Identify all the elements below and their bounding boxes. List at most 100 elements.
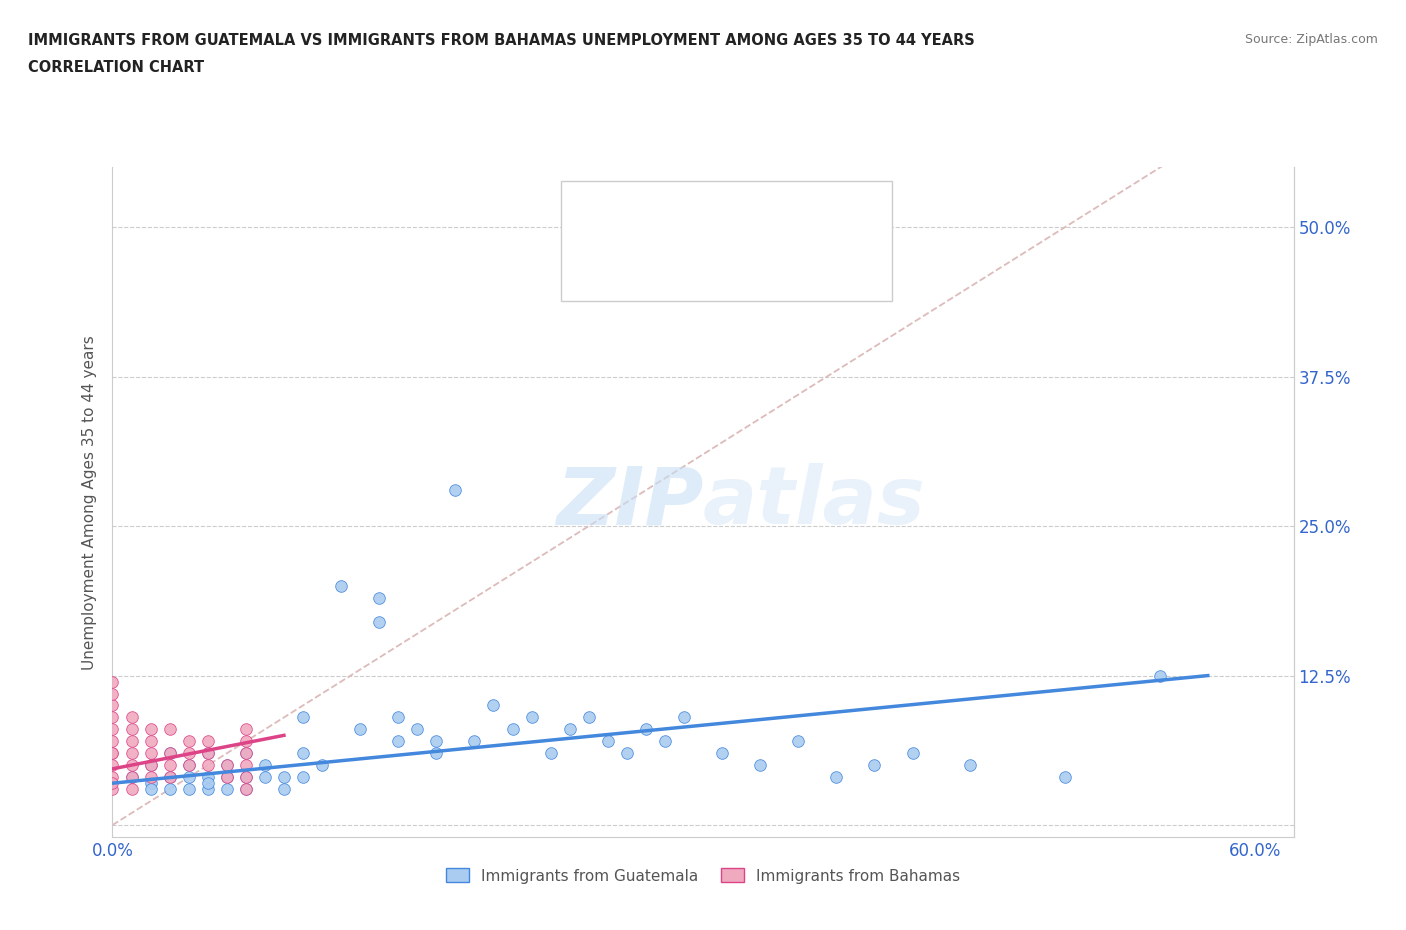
Text: ZIP: ZIP	[555, 463, 703, 541]
Point	[672, 710, 695, 724]
Point	[253, 770, 276, 785]
Point	[101, 770, 124, 785]
Point	[121, 746, 143, 761]
Point	[520, 710, 543, 724]
Point	[159, 746, 181, 761]
Point	[311, 758, 333, 773]
Point	[101, 698, 124, 713]
Point	[235, 782, 257, 797]
Point	[139, 770, 162, 785]
Text: atlas: atlas	[703, 463, 925, 541]
Point	[177, 782, 200, 797]
Point	[425, 734, 447, 749]
Point	[235, 758, 257, 773]
Point	[177, 770, 200, 785]
Point	[235, 734, 257, 749]
Point	[1149, 668, 1171, 683]
Point	[406, 722, 429, 737]
Point	[177, 758, 200, 773]
Point	[139, 746, 162, 761]
Point	[139, 722, 162, 737]
Point	[177, 734, 200, 749]
Point	[387, 734, 409, 749]
Point	[291, 710, 314, 724]
Point	[215, 770, 238, 785]
Point	[197, 758, 219, 773]
Point	[197, 770, 219, 785]
Point	[235, 722, 257, 737]
Point	[121, 734, 143, 749]
Point	[139, 758, 162, 773]
Point	[1053, 770, 1076, 785]
Point	[121, 722, 143, 737]
Point	[121, 758, 143, 773]
Point	[387, 710, 409, 724]
Point	[616, 746, 638, 761]
Point	[578, 710, 600, 724]
Point	[253, 758, 276, 773]
Point	[101, 746, 124, 761]
Point	[101, 674, 124, 689]
Point	[159, 782, 181, 797]
Point	[330, 578, 353, 593]
Point	[349, 722, 371, 737]
Point	[121, 710, 143, 724]
Point	[101, 746, 124, 761]
Point	[235, 746, 257, 761]
Point	[711, 746, 734, 761]
Point	[482, 698, 505, 713]
Point	[197, 746, 219, 761]
Point	[159, 746, 181, 761]
Point	[177, 758, 200, 773]
Point	[444, 483, 467, 498]
Point	[502, 722, 524, 737]
Point	[101, 710, 124, 724]
Text: CORRELATION CHART: CORRELATION CHART	[28, 60, 204, 75]
Point	[825, 770, 848, 785]
Point	[197, 776, 219, 790]
Point	[197, 734, 219, 749]
Point	[121, 770, 143, 785]
Point	[291, 770, 314, 785]
Point	[101, 758, 124, 773]
Point	[159, 770, 181, 785]
Point	[368, 591, 391, 605]
Point	[101, 686, 124, 701]
Point	[749, 758, 772, 773]
Text: Source: ZipAtlas.com: Source: ZipAtlas.com	[1244, 33, 1378, 46]
Point	[634, 722, 657, 737]
Point	[863, 758, 886, 773]
Point	[159, 722, 181, 737]
Point	[139, 758, 162, 773]
Point	[425, 746, 447, 761]
Point	[197, 782, 219, 797]
Legend: Immigrants from Guatemala, Immigrants from Bahamas: Immigrants from Guatemala, Immigrants fr…	[440, 862, 966, 890]
Point	[215, 758, 238, 773]
Point	[235, 782, 257, 797]
Point	[121, 782, 143, 797]
Point	[101, 722, 124, 737]
Point	[139, 776, 162, 790]
Point	[558, 722, 581, 737]
Point	[177, 746, 200, 761]
Point	[596, 734, 619, 749]
Point	[540, 746, 562, 761]
Point	[235, 770, 257, 785]
Point	[101, 782, 124, 797]
Point	[959, 758, 981, 773]
Point	[901, 746, 924, 761]
Point	[463, 734, 485, 749]
Point	[159, 770, 181, 785]
Point	[215, 770, 238, 785]
Point	[215, 758, 238, 773]
Point	[787, 734, 810, 749]
Text: IMMIGRANTS FROM GUATEMALA VS IMMIGRANTS FROM BAHAMAS UNEMPLOYMENT AMONG AGES 35 : IMMIGRANTS FROM GUATEMALA VS IMMIGRANTS …	[28, 33, 974, 47]
Point	[235, 770, 257, 785]
Point	[139, 782, 162, 797]
Point	[368, 615, 391, 630]
Point	[139, 734, 162, 749]
Point	[121, 770, 143, 785]
Y-axis label: Unemployment Among Ages 35 to 44 years: Unemployment Among Ages 35 to 44 years	[82, 335, 97, 670]
Point	[197, 746, 219, 761]
Point	[273, 782, 295, 797]
